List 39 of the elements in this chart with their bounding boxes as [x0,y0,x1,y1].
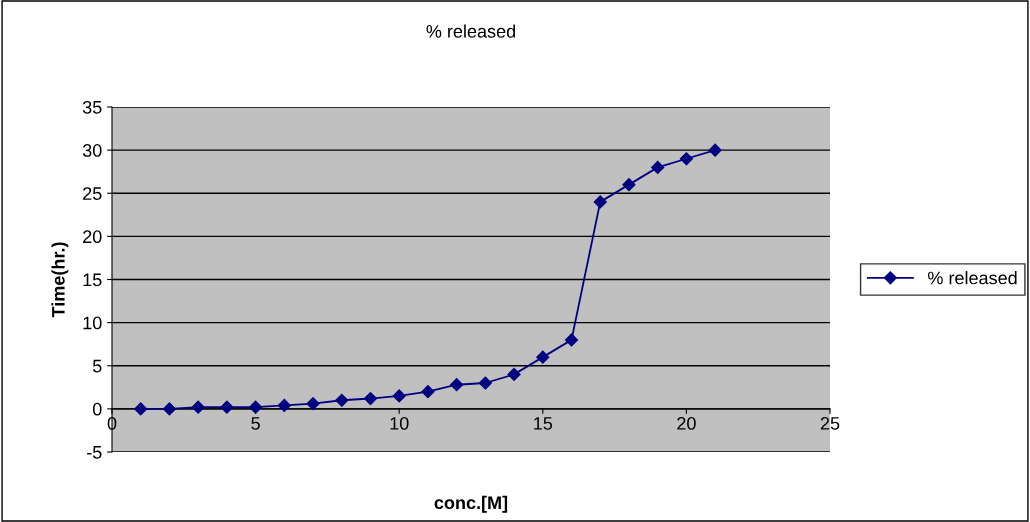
point [708,143,722,157]
point [564,333,579,347]
point [249,400,263,414]
point [478,376,492,390]
point [593,195,607,209]
x-tick-label: 5 [251,417,260,430]
x-tick-label: 15 [534,417,553,430]
point [622,178,636,192]
point [421,385,435,399]
y-tick-label: 20 [83,230,102,244]
point [220,400,234,414]
y-tick-label: -5 [87,446,102,459]
x-axis-title: conc.[M] [434,495,508,513]
y-tick-label: 15 [83,273,102,287]
point [392,389,406,403]
chart-title: % released [426,24,515,38]
y-tick-label: 5 [92,359,102,373]
y-axis-title: Time(hr.) [51,242,69,318]
y-tick-label: 35 [82,100,102,114]
point [134,402,148,416]
point [277,398,291,413]
point [363,391,378,406]
point [651,160,665,174]
point [679,152,693,166]
y-tick-label: 25 [83,187,102,200]
x-tick-label: 10 [390,416,409,430]
y-tick-label: 0 [92,402,102,416]
point [507,367,521,381]
point [536,350,550,364]
x-tick-label: 25 [820,416,840,430]
legend-label: % released [928,271,1017,285]
point [306,397,320,411]
point [450,378,464,392]
point [191,400,205,414]
point [335,393,349,407]
y-tick-label: 10 [83,316,102,330]
y-tick-label: 30 [82,144,102,157]
point [162,402,177,416]
x-tick-label: 20 [677,416,696,430]
